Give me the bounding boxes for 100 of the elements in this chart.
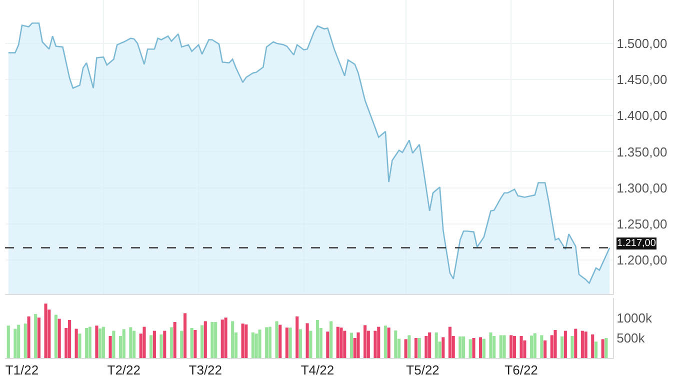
bar <box>210 322 214 358</box>
bar <box>275 321 278 358</box>
bar <box>24 324 27 358</box>
bar <box>220 320 224 358</box>
bar <box>394 330 398 358</box>
bar <box>560 336 564 358</box>
bar <box>190 328 194 358</box>
bar <box>44 304 48 358</box>
bar <box>574 328 578 358</box>
bar <box>384 326 387 358</box>
bar <box>482 338 486 358</box>
bar <box>254 334 258 358</box>
bar <box>326 332 330 358</box>
bar <box>278 324 282 358</box>
bar <box>510 335 513 358</box>
bar <box>163 330 166 358</box>
bar <box>492 336 496 358</box>
y-tick-label: 1.250,00 <box>616 216 668 232</box>
bar <box>88 326 92 358</box>
y-tick-label: 1.450,00 <box>616 72 668 88</box>
bar <box>520 336 523 358</box>
bar <box>214 322 218 358</box>
bar <box>204 321 207 358</box>
bar <box>604 338 608 358</box>
bar <box>580 330 584 358</box>
bar <box>14 328 17 358</box>
bar <box>224 318 228 358</box>
bar <box>160 334 163 358</box>
bar <box>462 336 466 358</box>
bar <box>472 338 476 358</box>
bar <box>68 320 72 358</box>
bar <box>122 329 126 358</box>
bar <box>37 318 40 358</box>
bar <box>244 324 248 358</box>
bar <box>54 314 58 358</box>
y-tick-label: 1.500,00 <box>616 36 668 51</box>
ref-line-label: 1.217,00 <box>617 238 656 249</box>
bar <box>285 328 288 358</box>
bar <box>502 335 506 358</box>
bar <box>132 330 136 358</box>
y-tick-label: 1.300,00 <box>616 180 668 196</box>
bar <box>428 332 432 358</box>
bar <box>434 332 438 358</box>
bar <box>251 332 254 358</box>
bar <box>540 335 544 358</box>
bar <box>194 330 197 358</box>
x-tick-label: T4/22 <box>300 362 334 378</box>
bar <box>377 326 380 358</box>
bar <box>584 332 588 358</box>
bar <box>387 328 390 358</box>
bar <box>564 330 567 358</box>
bar <box>241 324 244 358</box>
bar <box>330 321 333 358</box>
bar <box>58 318 61 358</box>
bar <box>296 316 299 358</box>
bar <box>512 336 516 358</box>
bar <box>200 325 204 358</box>
bar <box>306 323 309 358</box>
bar <box>129 327 132 358</box>
bar <box>298 329 302 358</box>
bar <box>591 334 594 358</box>
bar <box>231 321 234 358</box>
x-tick-label: T2/22 <box>107 362 141 378</box>
bar <box>458 336 462 358</box>
bar <box>468 339 472 358</box>
bar <box>364 325 367 358</box>
bar <box>316 320 320 358</box>
bar <box>288 328 292 358</box>
bar <box>180 330 184 358</box>
bar <box>350 332 353 358</box>
bar <box>6 326 10 358</box>
bar <box>404 339 408 358</box>
bar <box>170 327 173 358</box>
bar <box>424 336 428 358</box>
bar <box>343 330 346 358</box>
bar <box>84 328 88 358</box>
y-tick-label: 500k <box>616 330 646 346</box>
bar <box>499 335 502 358</box>
x-tick-label: T3/22 <box>188 362 222 378</box>
bar <box>258 330 262 358</box>
bar <box>530 336 534 358</box>
bar <box>356 332 360 358</box>
x-tick-label: T5/22 <box>406 362 440 378</box>
bar <box>78 334 82 358</box>
bar <box>183 313 187 358</box>
bar <box>442 337 445 358</box>
bar <box>95 326 98 358</box>
bar <box>523 340 526 358</box>
bar <box>479 337 482 358</box>
bar <box>268 326 272 358</box>
bar <box>17 324 20 358</box>
bar <box>34 314 38 358</box>
bar <box>374 330 377 358</box>
bar <box>414 338 418 358</box>
x-tick-label: T1/22 <box>5 362 39 378</box>
bar <box>489 332 492 358</box>
bar <box>150 335 153 358</box>
y-tick-label: 1.400,00 <box>616 108 668 124</box>
bar <box>570 336 574 358</box>
bar <box>554 330 557 358</box>
